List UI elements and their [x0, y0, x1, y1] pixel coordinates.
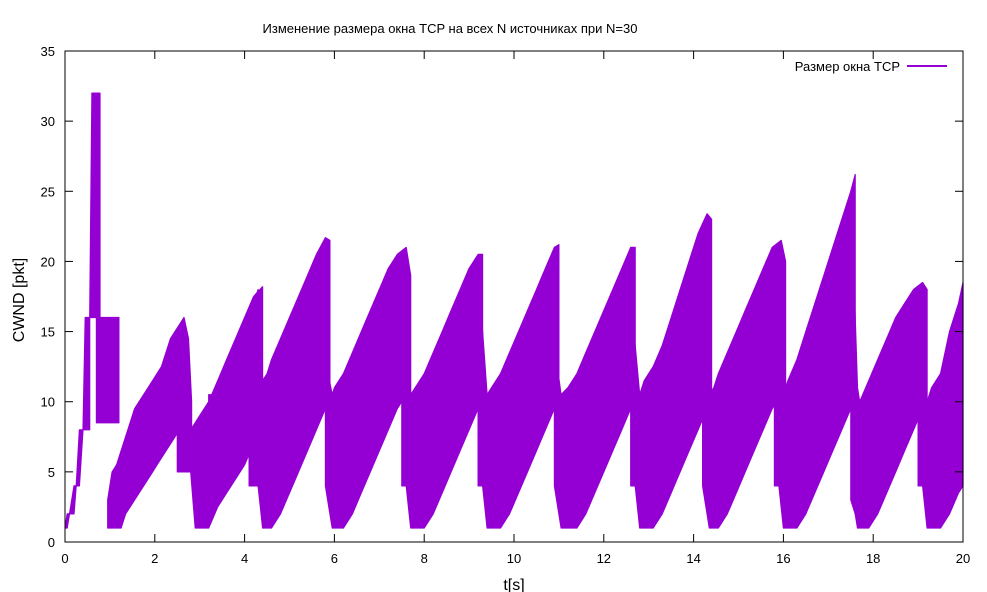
x-tick-label: 20	[956, 551, 970, 566]
legend-label: Размер окна TCP	[795, 59, 900, 74]
x-tick-label: 8	[421, 551, 428, 566]
y-tick-label: 25	[41, 184, 55, 199]
chart-title: Изменение размера окна TCP на всех N ист…	[263, 21, 638, 36]
y-tick-label: 20	[41, 254, 55, 269]
x-tick-label: 10	[507, 551, 521, 566]
y-tick-label: 35	[41, 44, 55, 59]
legend: Размер окна TCP	[795, 59, 947, 74]
x-tick-label: 18	[866, 551, 880, 566]
y-axis-label: CWND [pkt]	[11, 258, 28, 342]
y-tick-label: 10	[41, 395, 55, 410]
x-tick-label: 2	[151, 551, 158, 566]
series-tcp-window	[64, 92, 964, 529]
x-tick-label: 14	[686, 551, 700, 566]
series-band	[64, 316, 91, 529]
x-axis: 0 2 4 6 8 10 12 14 16 18 20	[61, 51, 970, 566]
x-axis-label: t[s]	[503, 577, 524, 592]
x-tick-label: 12	[597, 551, 611, 566]
series-band	[89, 92, 101, 319]
plot-area	[64, 92, 964, 529]
x-tick-label: 0	[61, 551, 68, 566]
x-tick-label: 4	[241, 551, 248, 566]
series-band	[95, 316, 120, 424]
y-axis: 0 5 10 15 20 25 30 35	[41, 44, 963, 550]
y-tick-label: 30	[41, 114, 55, 129]
y-tick-label: 5	[48, 465, 55, 480]
x-tick-label: 6	[331, 551, 338, 566]
y-tick-label: 15	[41, 325, 55, 340]
x-tick-label: 16	[776, 551, 790, 566]
y-tick-label: 0	[48, 535, 55, 550]
